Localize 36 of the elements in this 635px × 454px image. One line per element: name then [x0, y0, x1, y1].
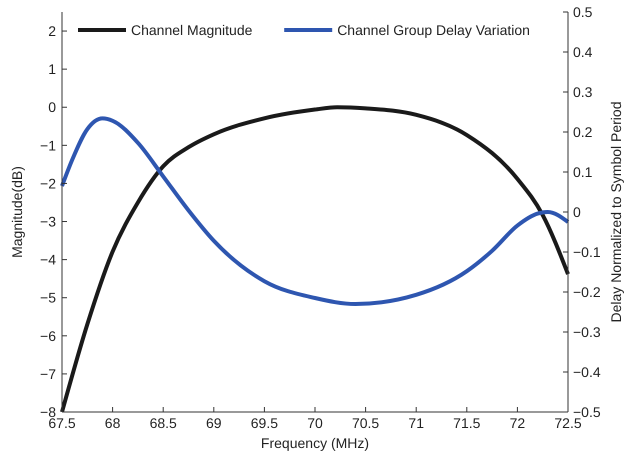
y2-tick-label: −0.1 [573, 244, 601, 260]
legend-label: Channel Magnitude [131, 22, 253, 38]
x-tick-label: 70.5 [352, 415, 380, 431]
y2-tick-label: 0.1 [573, 164, 593, 180]
line-series [60, 116, 570, 306]
y-tick-label: −7 [40, 366, 56, 382]
x-tick-label: 71 [408, 415, 424, 431]
y2-tick-label: 0.2 [573, 124, 593, 140]
y2-axis-title: Delay Normalized to Symbol Period [608, 102, 624, 322]
x-tick-label: 69.5 [250, 415, 278, 431]
y2-tick-label: −0.3 [573, 324, 601, 340]
y-axis-title: Magnitude(dB) [9, 166, 25, 258]
x-tick-label: 70 [307, 415, 323, 431]
y-tick-label: −6 [40, 328, 56, 344]
y2-tick-label: −0.4 [573, 364, 601, 380]
x-tick-label: 68.5 [150, 415, 178, 431]
x-axis-title: Frequency (MHz) [260, 435, 370, 451]
y-tick-label: 0 [48, 99, 56, 116]
x-tick-label: 71.5 [453, 415, 481, 431]
y2-tick-label: 0.5 [573, 4, 593, 20]
x-tick-label: 68 [104, 415, 121, 431]
y2-tick-label: −0.2 [573, 284, 601, 300]
legend-label: Channel Group Delay Variation [337, 22, 530, 38]
y-tick-label: −3 [40, 214, 56, 230]
x-tick-label: 69 [206, 415, 222, 431]
y-tick-label: −4 [40, 252, 56, 268]
y-tick-label: −2 [40, 175, 56, 192]
y-tick-label: −1 [40, 137, 56, 154]
y2-tick-label: 0 [573, 204, 581, 220]
y-tick-label: 1 [48, 61, 56, 78]
y2-tick-label: 0.3 [573, 84, 593, 100]
y2-tick-label: 0.4 [573, 44, 593, 60]
y-tick-label: −5 [40, 290, 56, 306]
x-tick-label: 72.5 [554, 415, 582, 431]
y-tick-label: 2 [48, 23, 56, 40]
x-tick-label: 72 [510, 415, 526, 431]
